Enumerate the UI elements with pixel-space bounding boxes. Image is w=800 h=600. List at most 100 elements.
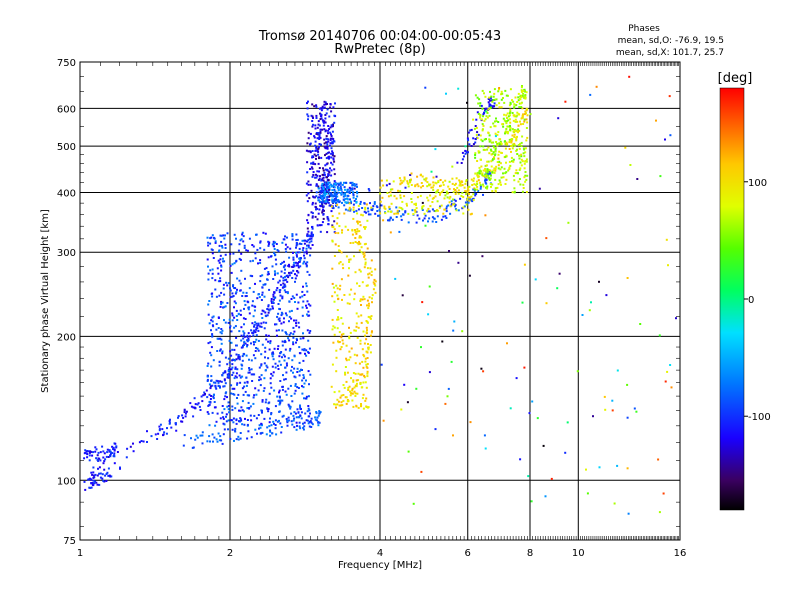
data-point <box>389 210 392 213</box>
data-point <box>484 173 487 176</box>
data-point <box>355 322 358 325</box>
data-point <box>328 151 330 154</box>
data-point <box>293 330 296 333</box>
data-point <box>311 423 314 426</box>
data-point <box>351 181 354 184</box>
data-point <box>517 99 520 102</box>
data-point <box>355 232 358 235</box>
data-point <box>398 210 401 213</box>
data-point <box>326 103 328 105</box>
y-tick-label: 400 <box>57 188 76 199</box>
data-point <box>337 191 340 194</box>
data-point <box>514 118 517 121</box>
data-point <box>331 318 334 321</box>
data-point <box>322 176 325 179</box>
data-point <box>267 305 270 308</box>
data-point <box>491 100 494 103</box>
data-point <box>306 270 309 273</box>
data-point <box>211 384 214 387</box>
data-point <box>319 113 322 116</box>
data-point <box>206 365 209 367</box>
data-point <box>369 317 372 320</box>
data-point <box>303 257 306 260</box>
data-point <box>309 254 312 257</box>
data-point <box>627 512 630 515</box>
data-point <box>353 386 356 389</box>
data-point <box>306 219 309 222</box>
data-point <box>317 420 320 423</box>
data-point <box>306 200 309 203</box>
data-point <box>276 249 279 251</box>
data-point <box>94 446 97 449</box>
data-point <box>237 354 240 356</box>
data-point <box>252 341 255 343</box>
data-point <box>566 421 569 424</box>
data-point <box>376 210 379 212</box>
data-point <box>310 231 313 234</box>
data-point <box>296 264 299 267</box>
data-point <box>212 395 215 398</box>
data-point <box>223 408 226 411</box>
data-point <box>328 155 331 158</box>
data-point <box>506 143 509 145</box>
data-point <box>330 124 333 127</box>
data-point <box>288 265 291 268</box>
data-point <box>258 376 261 379</box>
data-point <box>307 407 310 410</box>
data-point <box>293 367 296 370</box>
data-point <box>351 389 354 392</box>
data-point <box>388 207 391 210</box>
data-point <box>366 321 369 324</box>
data-point <box>272 301 275 304</box>
data-point <box>299 414 302 417</box>
data-point <box>270 386 273 389</box>
data-point <box>369 351 372 354</box>
data-point <box>210 365 213 368</box>
data-point <box>216 267 219 270</box>
data-point <box>289 332 292 335</box>
data-point <box>282 374 284 377</box>
data-point <box>222 257 224 260</box>
data-point <box>503 113 506 116</box>
data-point <box>359 298 362 301</box>
data-point <box>286 292 289 295</box>
data-point <box>461 207 464 210</box>
data-point <box>212 381 215 384</box>
data-point <box>217 385 220 387</box>
data-point <box>389 194 392 197</box>
data-point <box>488 138 491 141</box>
data-point <box>283 341 286 344</box>
data-point <box>437 180 440 183</box>
data-point <box>298 251 301 254</box>
data-point <box>215 323 218 325</box>
data-point <box>422 204 425 207</box>
data-point <box>295 264 298 267</box>
data-point <box>436 209 438 212</box>
data-point <box>96 483 99 486</box>
data-point <box>340 251 343 254</box>
data-point <box>457 261 460 264</box>
data-point <box>324 194 326 197</box>
data-point <box>327 174 330 176</box>
data-point <box>481 174 484 177</box>
data-point <box>298 352 301 355</box>
data-point <box>282 266 285 269</box>
data-point <box>373 202 376 205</box>
data-point <box>303 251 306 254</box>
data-point <box>351 399 354 402</box>
data-point <box>214 424 217 427</box>
data-point <box>581 314 584 316</box>
data-point <box>445 190 448 193</box>
data-point <box>321 211 324 214</box>
data-point <box>311 225 314 228</box>
data-point <box>352 203 355 206</box>
data-point <box>224 243 227 246</box>
data-point <box>295 239 298 242</box>
data-point <box>324 114 327 116</box>
data-point <box>517 96 520 99</box>
data-point <box>225 281 228 284</box>
data-point <box>369 267 372 270</box>
data-point <box>269 308 272 311</box>
data-point <box>666 370 669 373</box>
data-point <box>508 141 511 144</box>
